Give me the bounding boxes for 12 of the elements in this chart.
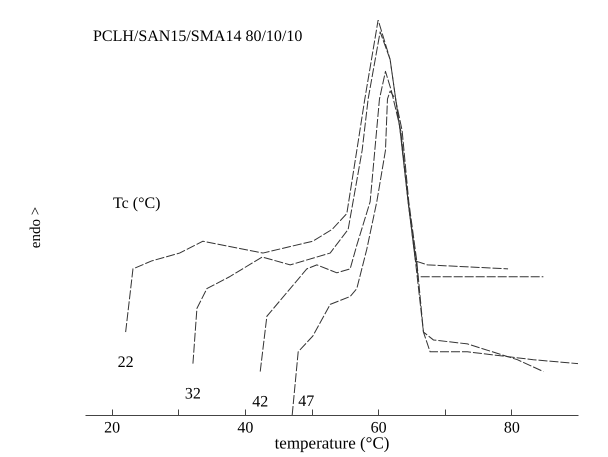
series-label: 22	[118, 354, 134, 372]
series-label: 42	[252, 394, 268, 411]
legend-title: Tc (°C)	[113, 195, 160, 212]
text: PCLH/SAN15/SMA14 80/10/10	[93, 28, 302, 45]
x-tick-label: 40	[237, 420, 254, 436]
y-axis-title: endo >	[28, 206, 44, 248]
x-axis-title: temperature (°C)	[274, 434, 390, 452]
series-label: 47	[298, 393, 314, 410]
x-tick-label: 60	[370, 420, 387, 436]
series-label: 32	[184, 386, 201, 403]
x-tick-label: 20	[104, 420, 120, 436]
x-tick-label: 80	[504, 420, 520, 436]
